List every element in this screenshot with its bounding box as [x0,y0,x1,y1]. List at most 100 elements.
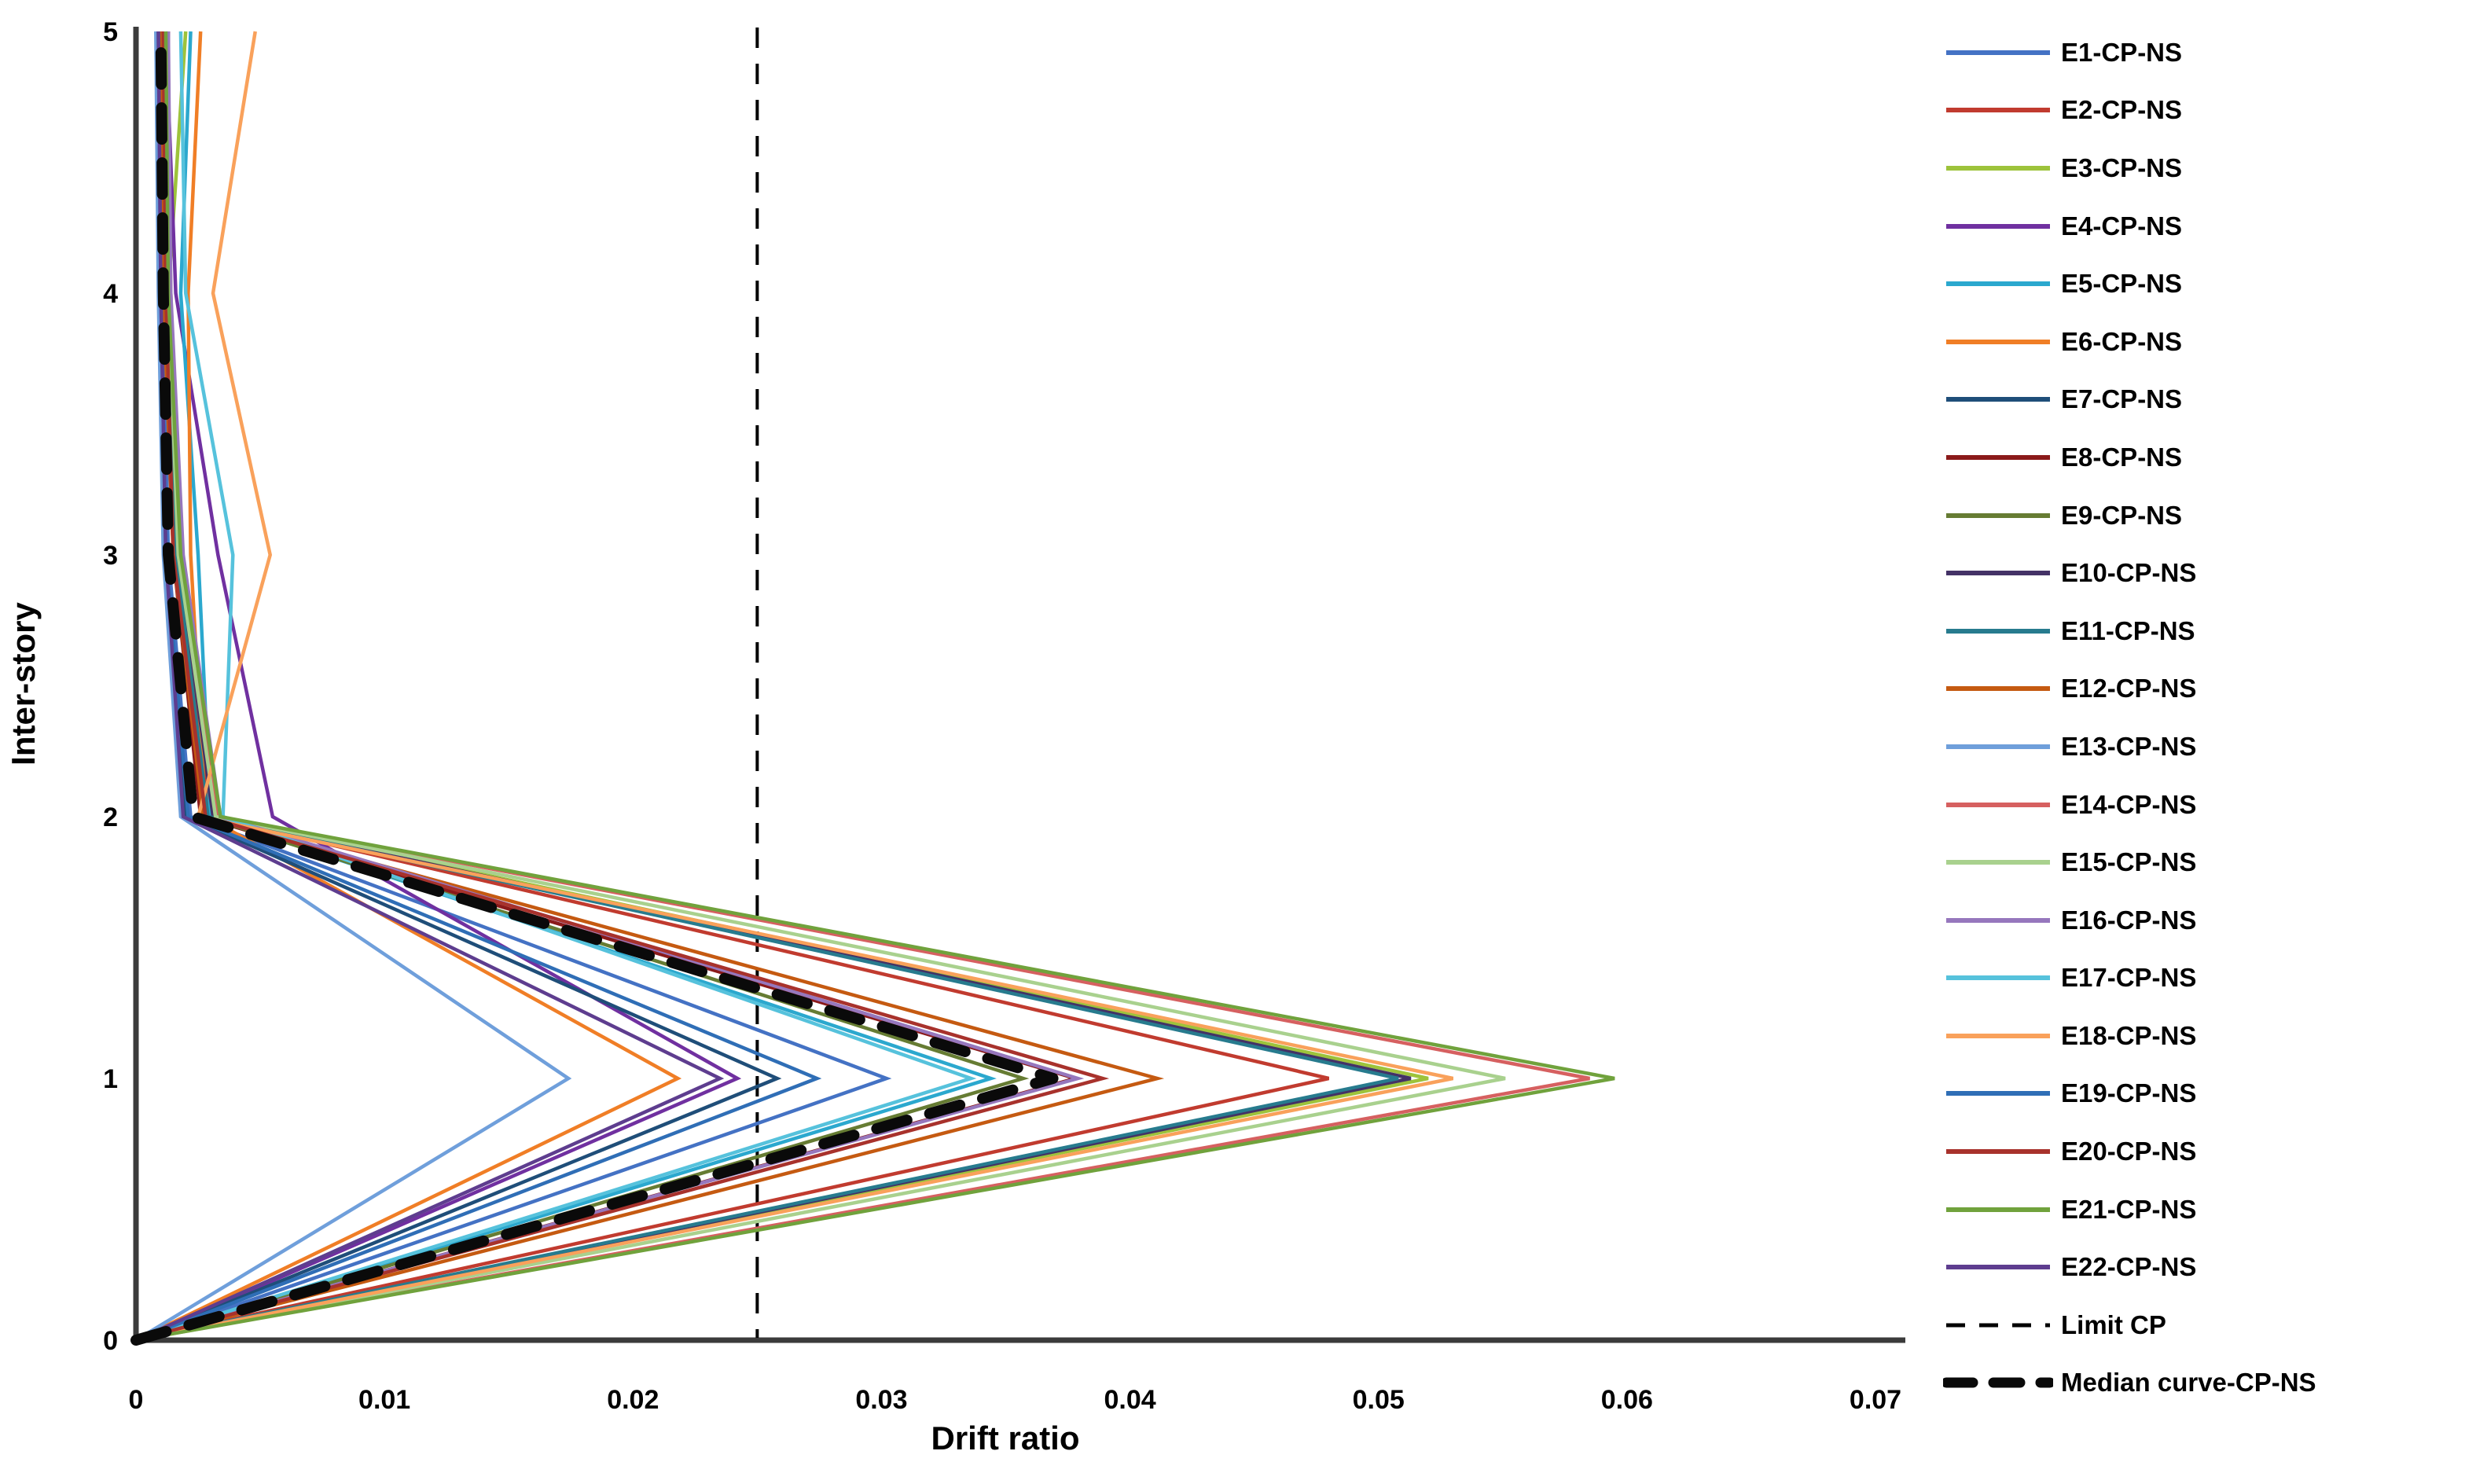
legend-label: E7-CP-NS [2061,384,2183,414]
legend-label: E16-CP-NS [2061,905,2197,935]
y-tick-label: 3 [103,541,118,571]
chart-plot-area: 0 0.01 0.02 0.03 0.04 0.05 0.06 0.07 0 1 2 3 4 5 [103,17,1905,1415]
x-tick-label: 0.02 [607,1385,659,1415]
legend-item: E4-CP-NS [1943,197,2316,255]
legend-item: E14-CP-NS [1943,776,2316,834]
legend-line-swatch-icon [1946,975,2050,981]
legend-item: E10-CP-NS [1943,544,2316,602]
legend-label: E5-CP-NS [2061,269,2183,299]
legend-label: E11-CP-NS [2061,615,2195,645]
x-tick-label: 0.07 [1850,1385,1901,1415]
legend-line-swatch-icon [1946,1033,2050,1038]
y-tick-label: 4 [103,279,118,309]
x-tick-label: 0.03 [855,1385,907,1415]
series-line-E16-CP-NS [135,31,1085,1343]
median-curve-line [130,26,1059,1346]
legend-line-swatch-icon [1946,1091,2050,1096]
legend-label: E22-CP-NS [2061,1252,2197,1282]
legend-label: E10-CP-NS [2061,558,2197,588]
legend-item: E13-CP-NS [1943,718,2316,776]
y-tick-label: 5 [103,17,118,47]
legend-label: E20-CP-NS [2061,1137,2197,1166]
x-tick-label: 0.04 [1104,1385,1155,1415]
legend-label: E6-CP-NS [2061,326,2183,356]
legend-line-swatch-icon [1946,744,2050,749]
legend-line-swatch-icon [1946,397,2050,402]
legend-label: E19-CP-NS [2061,1078,2197,1108]
legend-item: E19-CP-NS [1943,1065,2316,1123]
legend-line-swatch-icon [1946,1207,2050,1212]
legend-item: E12-CP-NS [1943,660,2316,718]
legend-line-swatch-icon [1946,628,2050,634]
y-tick-label: 0 [103,1326,118,1356]
legend-item: E5-CP-NS [1943,255,2316,313]
x-tick-label: 0 [129,1385,144,1415]
legend-line-swatch-icon [1946,860,2050,865]
legend-item: E22-CP-NS [1943,1238,2316,1296]
legend-label: E18-CP-NS [2061,1020,2197,1050]
series-line-E2-CP-NS [135,31,1329,1343]
legend-item: E6-CP-NS [1943,313,2316,371]
legend-line-swatch-icon [1946,1323,2050,1328]
legend-label: E3-CP-NS [2061,152,2183,182]
legend-label: E4-CP-NS [2061,211,2183,241]
legend-line-swatch-icon [1946,1265,2050,1270]
y-axis-title: Inter-story [5,602,42,766]
legend-item: E11-CP-NS [1943,602,2316,660]
legend-item: E21-CP-NS [1943,1181,2316,1239]
legend-label: Median curve-CP-NS [2061,1368,2316,1398]
legend-item: Limit CP [1943,1296,2316,1354]
legend-line-swatch-icon [1946,339,2050,344]
legend-line-swatch-icon [1946,223,2050,229]
legend-label: E21-CP-NS [2061,1194,2197,1224]
legend-line-swatch-icon [1946,281,2050,287]
x-axis-title: Drift ratio [931,1420,1080,1456]
x-tick-label: 0.01 [358,1385,410,1415]
x-tick-label: 0.05 [1353,1385,1405,1415]
legend-line-swatch-icon [1946,165,2050,171]
series-line-E7-CP-NS [135,31,782,1343]
legend-item: E1-CP-NS [1943,24,2316,82]
legend-item: E9-CP-NS [1943,487,2316,545]
series-line-E21-CP-NS [135,31,1615,1343]
legend-item: E20-CP-NS [1943,1122,2316,1181]
legend-item: E2-CP-NS [1943,82,2316,140]
legend-item: Median curve-CP-NS [1943,1354,2316,1412]
legend-line-swatch-icon [1946,917,2050,923]
series-line-E17-CP-NS [135,31,977,1343]
series-line-E18-CP-NS [135,31,1454,1343]
legend-line-swatch-icon [1946,802,2050,807]
series-line-E5-CP-NS [135,31,997,1343]
legend-label: E17-CP-NS [2061,963,2197,993]
legend-line-swatch-icon [1946,512,2050,518]
legend-label: E14-CP-NS [2061,789,2197,819]
y-tick-label: 2 [103,803,118,832]
y-tick-label: 1 [103,1064,118,1094]
legend-label: E1-CP-NS [2061,37,2183,67]
legend-item: E15-CP-NS [1943,833,2316,891]
series-line-E4-CP-NS [135,31,742,1343]
legend-line-swatch-icon [1946,108,2050,113]
legend-item: E7-CP-NS [1943,371,2316,429]
series-line-E19-CP-NS [135,31,822,1343]
series-line-E8-CP-NS [135,31,1082,1343]
legend-label: E15-CP-NS [2061,847,2197,877]
legend-line-swatch-icon [1943,1377,2053,1388]
legend-label: E9-CP-NS [2061,500,2183,530]
legend-line-swatch-icon [1946,1149,2050,1155]
legend-line-swatch-icon [1946,571,2050,576]
series-line-E6-CP-NS [135,31,682,1343]
legend-label: E13-CP-NS [2061,731,2197,761]
legend-label: E8-CP-NS [2061,442,2183,472]
legend-label: E12-CP-NS [2061,674,2197,703]
legend-item: E17-CP-NS [1943,950,2316,1008]
legend-item: E3-CP-NS [1943,139,2316,197]
legend-item: E16-CP-NS [1943,891,2316,950]
legend: E1-CP-NS E2-CP-NS E3-CP-NS E4-CP-NS E5-CP-NS… [1943,24,2316,1412]
legend-label: Limit CP [2061,1310,2166,1339]
legend-line-swatch-icon [1946,50,2050,55]
legend-line-swatch-icon [1946,454,2050,460]
legend-item: E8-CP-NS [1943,428,2316,487]
x-tick-label: 0.06 [1601,1385,1653,1415]
